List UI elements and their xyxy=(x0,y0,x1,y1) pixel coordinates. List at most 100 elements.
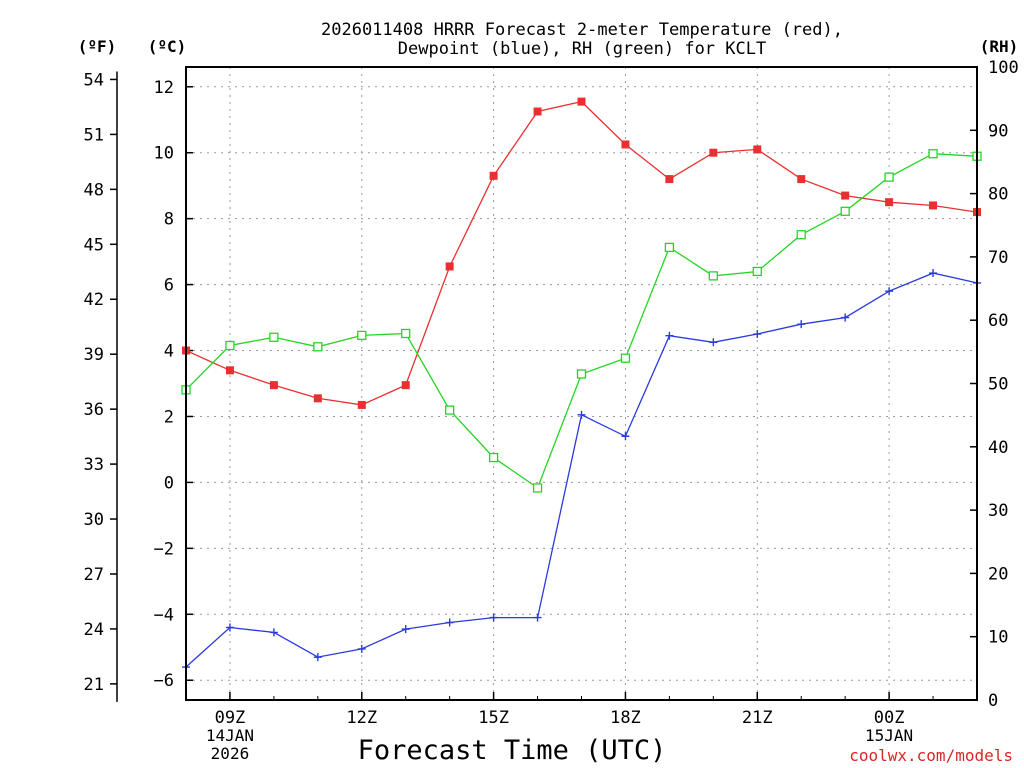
celsius-tick-label: 4 xyxy=(164,342,174,362)
x-tick-label: 00Z xyxy=(874,708,905,728)
celsius-tick-label: −6 xyxy=(154,671,174,691)
rh-tick-label: 10 xyxy=(988,628,1008,648)
x-date-label: 14JAN xyxy=(206,726,254,745)
rh-point xyxy=(532,483,543,493)
2-meter-temperature-point xyxy=(709,148,718,157)
rh-point xyxy=(313,342,323,352)
grid-lines xyxy=(186,67,977,700)
dewpoint-point xyxy=(577,410,586,419)
2-meter-temperature-point xyxy=(841,191,850,200)
2-meter-temperature-point xyxy=(885,198,894,207)
dewpoint-point xyxy=(665,331,674,340)
dewpoint-point xyxy=(313,653,322,662)
rh-point xyxy=(357,330,367,341)
rh-tick-label: 80 xyxy=(988,185,1008,205)
dewpoint-point xyxy=(929,269,938,278)
fahrenheit-tick-label: 51 xyxy=(84,125,104,145)
dewpoint-point xyxy=(445,618,454,627)
rh-point xyxy=(752,266,762,277)
plot-area-frame xyxy=(185,66,978,701)
rh-point xyxy=(576,369,587,379)
fahrenheit-tick-label: 30 xyxy=(84,510,104,530)
rh-tick-label: 90 xyxy=(988,121,1008,141)
rh-point xyxy=(488,452,499,463)
fahrenheit-unit-label: (ºF) xyxy=(78,37,117,56)
x-tick-label: 15Z xyxy=(478,708,509,728)
rh-tick-label: 50 xyxy=(988,375,1008,395)
2-meter-temperature-point xyxy=(929,201,938,210)
celsius-tick-label: −2 xyxy=(154,539,174,559)
rh-point xyxy=(884,172,894,182)
fahrenheit-tick-label: 45 xyxy=(84,235,104,255)
rh-point xyxy=(225,340,235,351)
2-meter-temperature-point xyxy=(533,107,542,116)
dewpoint-point xyxy=(841,313,850,322)
fahrenheit-tick-label: 48 xyxy=(84,180,104,200)
2-meter-temperature-point xyxy=(665,175,674,184)
dewpoint-point xyxy=(709,338,718,347)
rh-point xyxy=(708,271,718,281)
celsius-tick-label: 0 xyxy=(164,473,174,493)
x-tick-label: 18Z xyxy=(610,708,641,728)
rh-point xyxy=(445,405,455,415)
2-meter-temperature-point xyxy=(489,171,498,180)
2-meter-temperature-point xyxy=(313,394,322,403)
2-meter-temperature-point xyxy=(753,145,762,154)
x-tick-label: 21Z xyxy=(742,708,773,728)
rh-tick-label: 20 xyxy=(988,564,1008,584)
fahrenheit-tick-label: 24 xyxy=(84,620,104,640)
rh-tick-label: 100 xyxy=(988,58,1019,78)
celsius-tick-label: 12 xyxy=(154,78,174,98)
dewpoint-point xyxy=(489,613,498,622)
dewpoint-point xyxy=(357,644,366,653)
x-date-label: 2026 xyxy=(211,744,250,763)
celsius-tick-label: −4 xyxy=(154,605,174,625)
celsius-tick-label: 6 xyxy=(164,276,174,296)
dewpoint-point xyxy=(401,625,410,634)
dewpoint-point xyxy=(621,432,630,441)
rh-point xyxy=(664,242,675,253)
x-tick-label: 09Z xyxy=(215,708,246,728)
2-meter-temperature-point xyxy=(577,97,586,106)
fahrenheit-tick-label: 21 xyxy=(84,675,104,695)
chart-title-line2: Dewpoint (blue), RH (green) for KCLT xyxy=(398,39,766,59)
rh-point xyxy=(401,328,411,339)
rh-tick-label: 60 xyxy=(988,311,1008,331)
dewpoint-point xyxy=(225,623,234,632)
dewpoint-point xyxy=(797,320,806,329)
rh-point xyxy=(796,230,806,240)
fahrenheit-tick-label: 33 xyxy=(84,455,104,475)
2-meter-temperature-point xyxy=(621,140,630,149)
dewpoint-point xyxy=(269,628,278,637)
x-tick-label: 12Z xyxy=(346,708,377,728)
fahrenheit-tick-label: 39 xyxy=(84,345,104,365)
2-meter-temperature-point xyxy=(797,175,806,184)
2-meter-temperature-point xyxy=(269,381,278,390)
chart-title-line1: 2026011408 HRRR Forecast 2-meter Tempera… xyxy=(321,20,843,40)
rh-unit-label: (RH) xyxy=(980,37,1019,56)
rh-tick-label: 30 xyxy=(988,501,1008,521)
dewpoint-point xyxy=(753,330,762,339)
2-meter-temperature-point xyxy=(445,262,454,271)
rh-point xyxy=(928,149,938,159)
fahrenheit-tick-label: 42 xyxy=(84,290,104,310)
x-axis-title: Forecast Time (UTC) xyxy=(358,735,667,766)
dewpoint-point xyxy=(885,287,894,296)
celsius-tick-label: 10 xyxy=(154,144,174,164)
rh-tick-label: 0 xyxy=(988,691,998,711)
2-meter-temperature-point xyxy=(401,381,410,390)
celsius-unit-label: (ºC) xyxy=(148,37,187,56)
fahrenheit-tick-label: 36 xyxy=(84,400,104,420)
fahrenheit-tick-label: 27 xyxy=(84,565,104,585)
dewpoint-point xyxy=(533,613,542,622)
x-date-label: 15JAN xyxy=(865,726,913,745)
rh-point xyxy=(269,332,279,342)
celsius-tick-label: 8 xyxy=(164,210,174,230)
source-credit: coolwx.com/models xyxy=(849,746,1013,765)
2-meter-temperature-point xyxy=(357,400,366,409)
rh-tick-label: 70 xyxy=(988,248,1008,268)
2-meter-temperature-point xyxy=(225,366,234,375)
